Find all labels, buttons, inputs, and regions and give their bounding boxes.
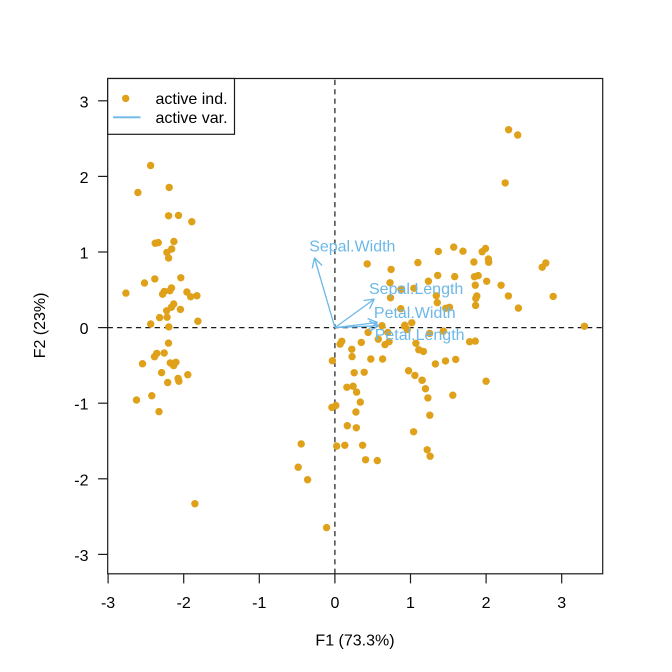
svg-text:0: 0: [80, 321, 89, 338]
svg-text:2: 2: [482, 595, 491, 612]
svg-text:-3: -3: [74, 548, 88, 565]
svg-text:-2: -2: [177, 595, 191, 612]
svg-text:-2: -2: [74, 472, 88, 489]
svg-text:Petal.Length: Petal.Length: [375, 327, 465, 344]
svg-text:Sepal.Width: Sepal.Width: [309, 238, 395, 255]
svg-text:Petal.Width: Petal.Width: [374, 305, 456, 322]
svg-text:-1: -1: [74, 397, 88, 414]
svg-text:F1 (73.3%): F1 (73.3%): [315, 632, 394, 649]
svg-text:3: 3: [80, 94, 89, 111]
svg-text:1: 1: [406, 595, 415, 612]
svg-text:-3: -3: [101, 595, 115, 612]
svg-text:2: 2: [80, 170, 89, 187]
svg-text:0: 0: [330, 595, 339, 612]
svg-text:-1: -1: [252, 595, 266, 612]
svg-text:1: 1: [80, 246, 89, 263]
svg-text:active var.: active var.: [156, 110, 228, 127]
svg-text:F2 (23%): F2 (23%): [32, 293, 49, 359]
svg-text:active ind.: active ind.: [156, 91, 228, 108]
svg-text:Sepal.Length: Sepal.Length: [369, 281, 463, 298]
svg-text:3: 3: [557, 595, 566, 612]
